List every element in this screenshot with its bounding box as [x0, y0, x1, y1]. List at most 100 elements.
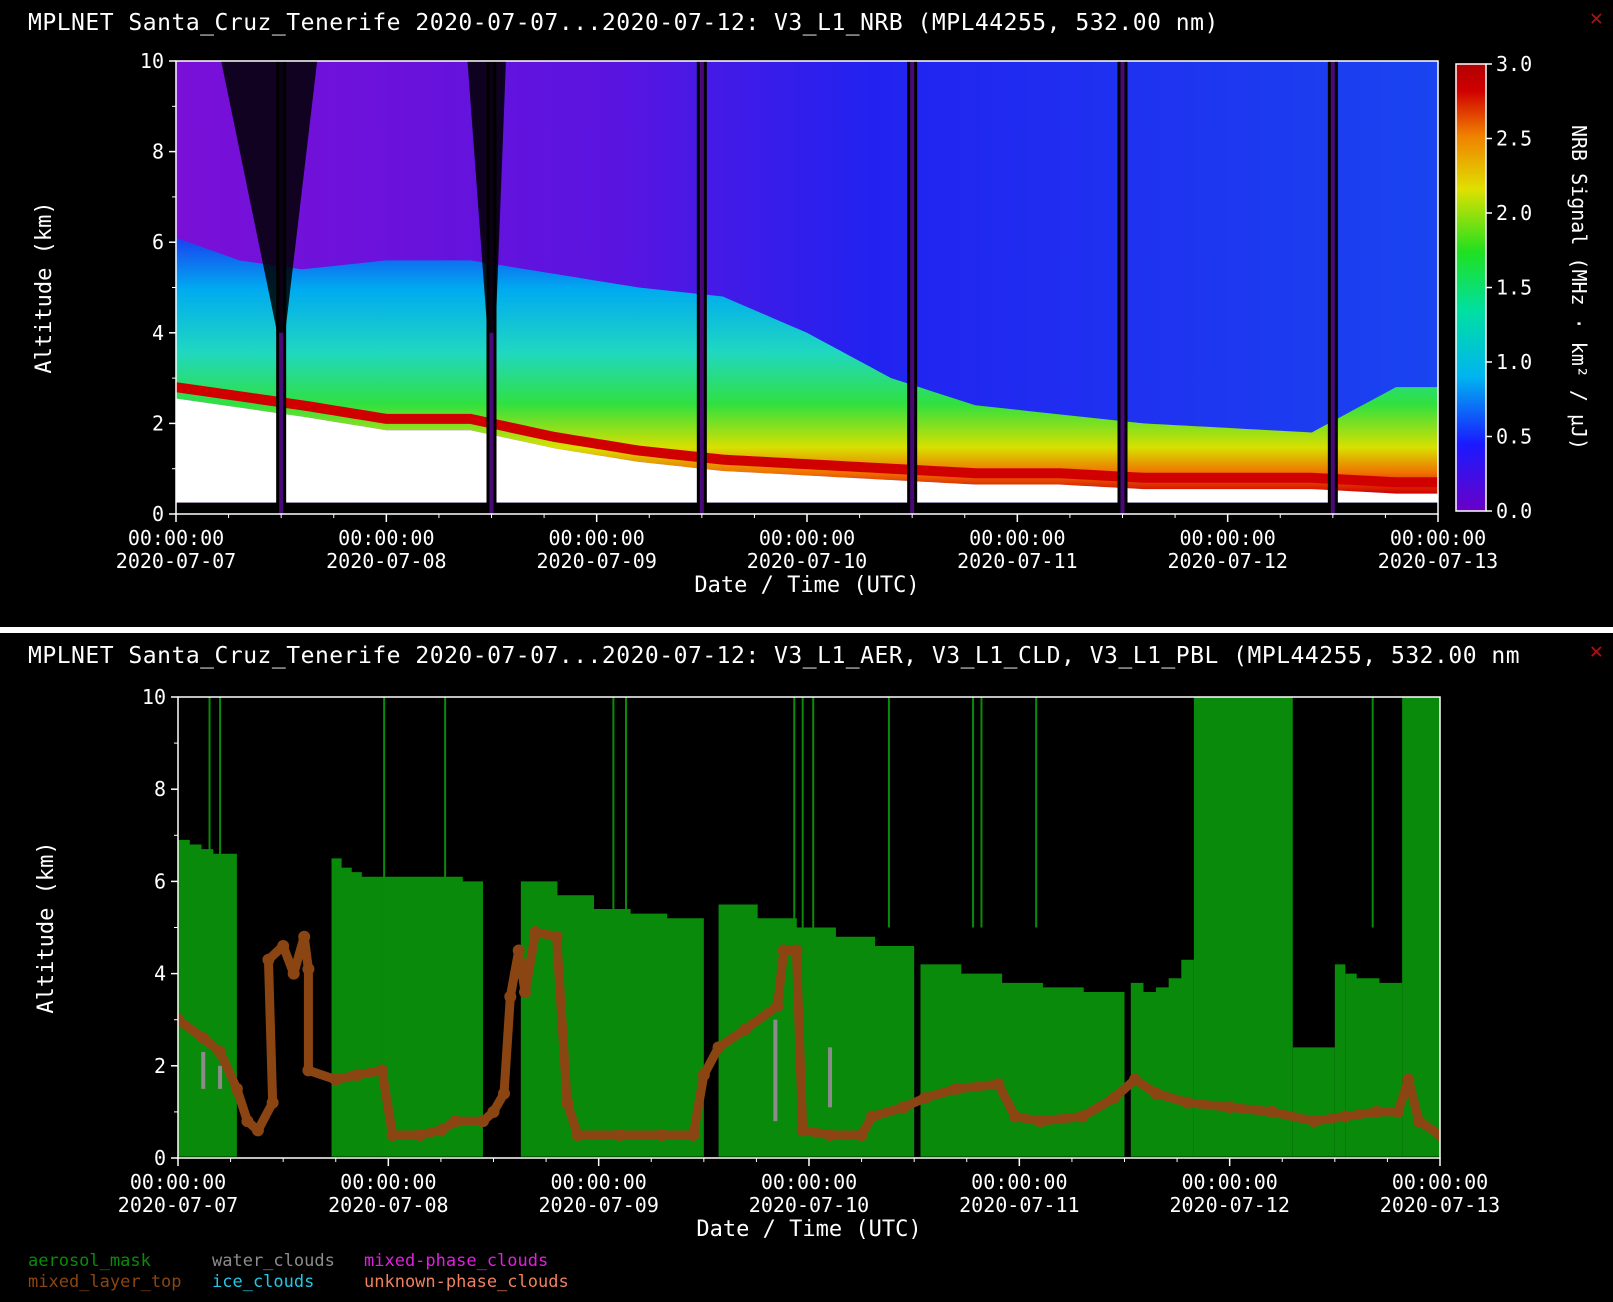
panel-title: MPLNET Santa_Cruz_Tenerife 2020-07-07...… — [28, 10, 1219, 36]
legend-ice-clouds: ice_clouds — [212, 1272, 315, 1292]
aer-xtick-time: 00:00:00 — [1182, 1170, 1278, 1194]
nrb-xtick-time: 00:00:00 — [969, 526, 1065, 550]
aerosol-mask-region — [520, 881, 704, 1157]
aer-xtick-time: 00:00:00 — [761, 1170, 857, 1194]
mixed-layer-top-point — [1150, 1087, 1163, 1100]
mixed-layer-top-point — [992, 1078, 1005, 1091]
aerosol-mask-region — [1193, 697, 1293, 1157]
water-cloud-mark — [828, 1047, 833, 1108]
aer-x-axis-label: Date / Time (UTC) — [696, 1217, 921, 1242]
aerosol-mask-region — [1130, 959, 1194, 1157]
aer-xtick-date: 2020-07-07 — [118, 1193, 238, 1217]
nrb-data-gap-noise — [699, 61, 704, 514]
mixed-layer-top-point — [386, 1128, 399, 1141]
nrb-xtick-time: 00:00:00 — [338, 526, 434, 550]
mixed-layer-top-point — [1402, 1073, 1415, 1086]
mixed-layer-top-point — [512, 944, 525, 957]
nrb-ytick-label: 10 — [140, 49, 164, 73]
nrb-xtick-date: 2020-07-12 — [1167, 549, 1287, 573]
mixed-layer-top-point — [697, 1069, 710, 1082]
aer-ytick-label: 10 — [142, 685, 166, 709]
mixed-layer-top-point — [771, 999, 784, 1012]
nrb-xtick-date: 2020-07-07 — [116, 549, 236, 573]
mixed-layer-top-point — [687, 1128, 700, 1141]
mixed-layer-top-point — [376, 1064, 389, 1077]
nrb-data-gap-noise — [1120, 61, 1125, 514]
aerosol-mask-region — [1402, 697, 1440, 1157]
aerosol-mask-region — [920, 964, 1125, 1157]
legend-unknown-phase-clouds: unknown-phase_clouds — [364, 1272, 569, 1292]
mixed-layer-top-point — [712, 1041, 725, 1054]
aerosol-mask-region — [1292, 1047, 1335, 1157]
legend-mixed-phase-clouds: mixed-phase_clouds — [364, 1251, 549, 1271]
nrb-data-gap-noise — [1330, 61, 1335, 514]
mixed-layer-top-point — [487, 1105, 500, 1118]
mixed-layer-top-point — [266, 1096, 279, 1109]
close-x-icon[interactable]: ✕ — [1589, 6, 1603, 31]
aer-xtick-date: 2020-07-09 — [538, 1193, 658, 1217]
mixed-layer-top-point — [350, 1069, 363, 1082]
mixed-layer-top-point — [950, 1082, 963, 1095]
mixed-layer-top-point — [529, 926, 542, 939]
mixed-layer-top-point — [918, 1092, 931, 1105]
mixed-layer-top-point — [897, 1101, 910, 1114]
mixed-layer-top-point — [790, 944, 803, 957]
nrb-xtick-time: 00:00:00 — [1180, 526, 1276, 550]
aerosol-mask-region — [718, 904, 915, 1157]
aer-ytick-label: 6 — [154, 869, 166, 893]
nrb-panel: MPLNET Santa_Cruz_Tenerife 2020-07-07...… — [0, 0, 1613, 627]
mixed-layer-top-point — [434, 1124, 447, 1137]
nrb-ytick-label: 4 — [152, 321, 164, 345]
aerosol-mask-region — [178, 839, 237, 1157]
mixed-layer-top-point — [1391, 1105, 1404, 1118]
colorbar-tick-label: 1.5 — [1496, 276, 1532, 300]
mixed-layer-top-point — [277, 939, 290, 952]
mixed-layer-top-point — [1129, 1073, 1142, 1086]
nrb-xtick-time: 00:00:00 — [549, 526, 645, 550]
mixed-layer-top-point — [855, 1128, 868, 1141]
mixed-layer-top-point — [476, 1115, 489, 1128]
colorbar-tick-label: 0.5 — [1496, 425, 1532, 449]
colorbar-tick-label: 2.5 — [1496, 127, 1532, 151]
nrb-y-axis-label: Altitude (km) — [32, 201, 57, 373]
colorbar-tick-label: 3.0 — [1496, 52, 1532, 76]
aer-ytick-label: 2 — [154, 1054, 166, 1078]
legend-water-clouds: water_clouds — [212, 1251, 335, 1271]
aer-xtick-time: 00:00:00 — [971, 1170, 1067, 1194]
mixed-layer-top-point — [561, 1096, 574, 1109]
mixed-layer-top-point — [329, 1073, 342, 1086]
aer-xtick-date: 2020-07-13 — [1380, 1193, 1500, 1217]
mixed-layer-top-point — [1370, 1105, 1383, 1118]
nrb-xtick-date: 2020-07-11 — [957, 549, 1077, 573]
mixed-layer-top-point — [197, 1032, 210, 1045]
nrb-xtick-date: 2020-07-08 — [326, 549, 446, 573]
mixed-layer-top-point — [214, 1045, 227, 1058]
aer-xtick-time: 00:00:00 — [551, 1170, 647, 1194]
mixed-layer-top-point — [251, 1124, 264, 1137]
nrb-chart: 3.0 2.5 2.0 1.5 1.0 0.5 0.0 NRB Signal (MHz · k… — [32, 49, 1591, 598]
aer-xtick-date: 2020-07-10 — [749, 1193, 869, 1217]
mixed-layer-top-point — [739, 1022, 752, 1035]
colorbar-tick-label: 0.0 — [1496, 499, 1532, 523]
aerosol-mask-region — [382, 876, 483, 1157]
mixed-layer-top-point — [571, 1128, 584, 1141]
water-cloud-mark — [773, 1019, 778, 1122]
nrb-xtick-time: 00:00:00 — [1390, 526, 1486, 550]
mixed-layer-top-point — [824, 1128, 837, 1141]
mixed-layer-top-point — [777, 944, 790, 957]
aer-y-axis-label: Altitude (km) — [34, 841, 59, 1013]
mixed-layer-top-point — [550, 930, 563, 943]
nrb-daytime-noise — [221, 61, 318, 333]
mixed-layer-top-point — [504, 990, 517, 1003]
mixed-layer-top-point — [287, 967, 300, 980]
aer-xtick-time: 00:00:00 — [340, 1170, 436, 1194]
mixed-layer-top-point — [1339, 1110, 1352, 1123]
colorbar-label: NRB Signal (MHz · km² / μJ) — [1567, 125, 1591, 450]
aer-xtick-date: 2020-07-08 — [328, 1193, 448, 1217]
mixed-layer-top-point — [866, 1110, 879, 1123]
mixed-layer-top-point — [413, 1128, 426, 1141]
close-x-icon[interactable]: ✕ — [1589, 639, 1603, 664]
aer-cld-pbl-panel: MPLNET Santa_Cruz_Tenerife 2020-07-07...… — [0, 633, 1613, 1302]
water-cloud-mark — [201, 1051, 206, 1089]
nrb-xtick-date: 2020-07-13 — [1378, 549, 1498, 573]
